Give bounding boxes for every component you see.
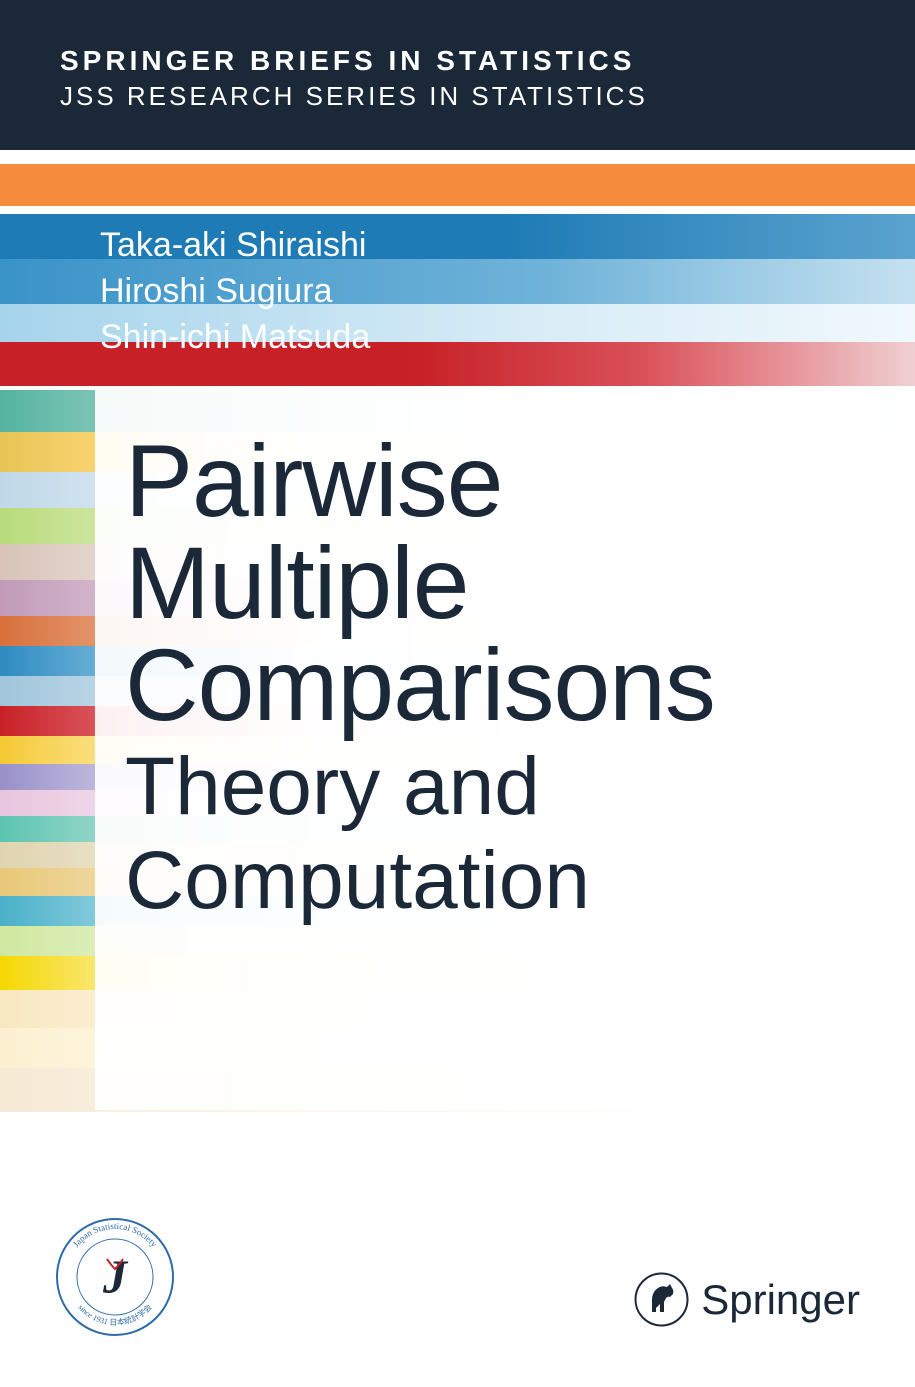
series-header: SPRINGER BRIEFS IN STATISTICS JSS RESEAR… bbox=[60, 45, 648, 112]
svg-text:J: J bbox=[102, 1251, 129, 1304]
footer: Japan Statistical Society since 1931 日本統… bbox=[0, 1187, 915, 1387]
series-sub-title: JSS RESEARCH SERIES IN STATISTICS bbox=[60, 81, 648, 112]
book-cover: SPRINGER BRIEFS IN STATISTICS JSS RESEAR… bbox=[0, 0, 915, 1387]
publisher-block: Springer bbox=[634, 1272, 860, 1327]
series-main-title: SPRINGER BRIEFS IN STATISTICS bbox=[60, 45, 648, 77]
authors-block: Taka-aki Shiraishi Hiroshi Sugiura Shin-… bbox=[100, 223, 370, 361]
svg-text:Japan Statistical Society: Japan Statistical Society bbox=[71, 1221, 160, 1249]
bg-stripe bbox=[0, 164, 915, 206]
author-3: Shin-ichi Matsuda bbox=[100, 315, 370, 361]
title-line-1: Pairwise Multiple bbox=[125, 430, 845, 634]
title-line-2: Comparisons bbox=[125, 634, 845, 736]
bg-stripe bbox=[0, 206, 915, 214]
subtitle-line-2: Computation bbox=[125, 838, 845, 924]
subtitle-line-1: Theory and bbox=[125, 744, 845, 830]
publisher-name: Springer bbox=[701, 1276, 860, 1324]
author-1: Taka-aki Shiraishi bbox=[100, 223, 370, 269]
author-2: Hiroshi Sugiura bbox=[100, 269, 370, 315]
jss-society-logo: Japan Statistical Society since 1931 日本統… bbox=[55, 1217, 175, 1337]
springer-horse-icon bbox=[634, 1272, 689, 1327]
title-panel: Pairwise Multiple Comparisons Theory and… bbox=[95, 390, 875, 1110]
